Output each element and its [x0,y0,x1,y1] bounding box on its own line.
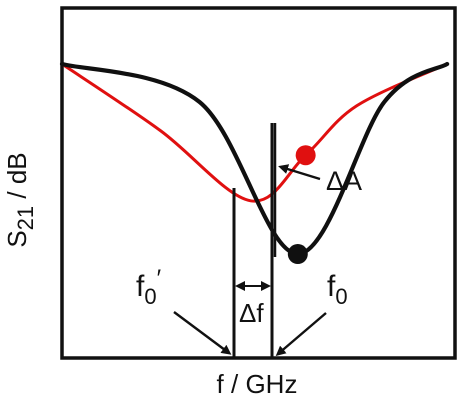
marker-layer [287,145,316,264]
delta-a-arrow [278,164,321,181]
f0-label: f0 [327,270,348,309]
f0-prime-arrow [173,311,232,355]
series-layer [59,61,450,257]
delta-f-label: Δf [239,298,264,328]
f0-arrow [275,312,327,356]
plot-frame [60,6,457,360]
red-resonance-marker [295,145,316,166]
black-resonance-marker [287,244,308,264]
y-axis-label: S21 / dB [2,152,38,247]
delta-a-label: ΔA [326,166,362,196]
series-black-line [59,61,450,257]
series-red-line [60,62,449,203]
f0-prime-label: f0′ [136,265,162,309]
x-axis-label: f / GHz [217,369,298,399]
